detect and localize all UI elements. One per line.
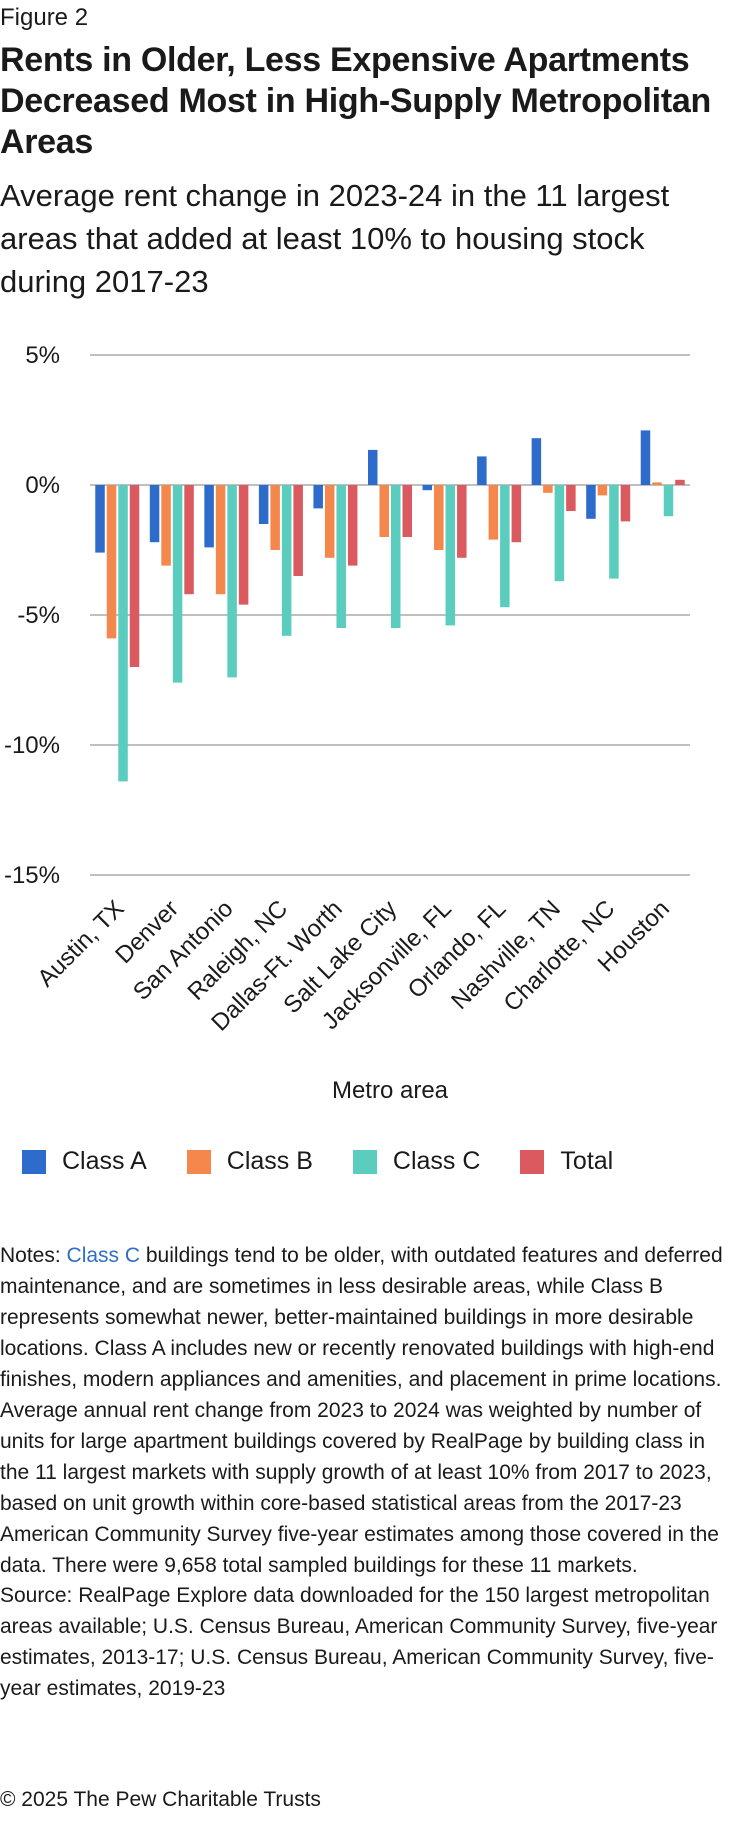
figure-label: Figure 2 (0, 4, 89, 31)
bar-class-a (95, 485, 105, 553)
bar-total (184, 485, 194, 595)
legend-label: Class A (62, 1147, 147, 1175)
bar-class-c (336, 485, 346, 628)
y-tick-label: 0% (25, 472, 60, 499)
notes-text: buildings tend to be older, with outdate… (0, 1244, 723, 1577)
chart-subtitle: Average rent change in 2023-24 in the 11… (0, 178, 670, 299)
bar-total (457, 485, 467, 558)
y-tick-label: -5% (17, 602, 60, 629)
bar-total (238, 485, 249, 605)
x-category-label: Austin, TX (32, 895, 129, 992)
bar-class-a (531, 438, 542, 485)
notes-prefix: Notes: (0, 1244, 67, 1267)
x-axis-label: Metro area (332, 1077, 449, 1104)
legend-item: Class C (352, 1147, 481, 1176)
bar-class-c (445, 485, 456, 626)
bar-class-a (149, 485, 160, 543)
bar-class-a (368, 449, 378, 485)
bar-class-a (313, 485, 323, 509)
legend-item: Class A (22, 1147, 147, 1176)
notes: Notes: Class C buildings tend to be olde… (0, 1240, 728, 1581)
bar-class-c (281, 485, 292, 636)
bar-total (293, 485, 303, 576)
bar-class-b (161, 485, 171, 566)
legend-label: Total (560, 1147, 614, 1175)
legend-swatch (22, 1149, 46, 1174)
bar-class-c (391, 485, 401, 628)
bar-class-c (172, 485, 183, 683)
legend-swatch (352, 1149, 377, 1174)
bars (95, 430, 685, 782)
bar-total (129, 485, 140, 667)
bar-total (620, 485, 631, 522)
bar-total (402, 485, 412, 537)
bar-class-b (379, 485, 389, 537)
bar-class-b (270, 485, 280, 550)
bar-class-b (543, 485, 553, 493)
bar-class-b (106, 485, 117, 639)
bar-class-c (663, 485, 674, 517)
bar-class-a (422, 485, 433, 491)
legend-swatch (520, 1149, 545, 1174)
bar-class-b (488, 485, 499, 540)
chart-legend: Class A Class B Class C Total (22, 1147, 653, 1176)
bar-class-b (215, 485, 226, 595)
legend-item: Class B (186, 1147, 313, 1176)
bar-class-a (204, 485, 214, 548)
legend-label: Class B (226, 1147, 313, 1175)
bar-class-c (500, 485, 510, 608)
bar-class-b (324, 485, 335, 558)
y-tick-label: -10% (4, 732, 60, 759)
bar-class-b (434, 485, 444, 550)
bar-class-a (258, 485, 269, 524)
bar-total (566, 485, 576, 511)
bar-class-a (586, 485, 596, 519)
bar-class-b (652, 482, 662, 485)
bar-class-b (597, 485, 608, 496)
y-axis-ticks: 5% 0% -5% -10% -15% (4, 342, 60, 889)
bar-total (511, 485, 522, 543)
legend-swatch (186, 1149, 211, 1174)
legend-item: Total (520, 1147, 613, 1176)
y-tick-label: 5% (25, 342, 60, 369)
bar-class-a (477, 456, 487, 485)
bar-class-c (227, 485, 237, 678)
bar-total (675, 479, 685, 485)
bar-class-c (118, 485, 128, 782)
y-tick-label: -15% (4, 862, 60, 889)
copyright: © 2025 The Pew Charitable Trusts (0, 1788, 321, 1811)
notes-class-c-link[interactable]: Class C (66, 1244, 141, 1267)
source-note: Source: RealPage Explore data downloaded… (0, 1584, 718, 1700)
bar-total (347, 485, 358, 566)
bar-class-a (640, 430, 651, 485)
bar-class-c (554, 485, 565, 582)
bar-class-c (609, 485, 619, 579)
chart-title: Rents in Older, Less Expensive Apartment… (0, 41, 711, 161)
legend-label: Class C (392, 1147, 481, 1175)
